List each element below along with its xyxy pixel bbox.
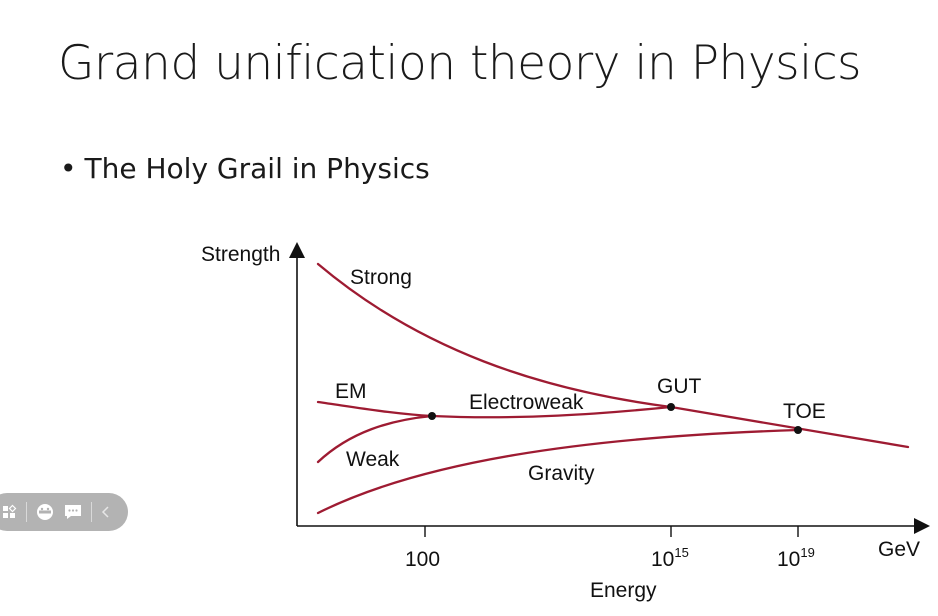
series-label-weak: Weak (346, 448, 400, 471)
presentation-toolbar (0, 493, 128, 531)
series-line-weak (316, 414, 434, 464)
bullet-item: • The Holy Grail in Physics (60, 152, 430, 185)
bullet-dot: • (60, 152, 77, 185)
point-label-gut: GUT (657, 375, 702, 398)
point-electroweak (428, 412, 436, 420)
series-label-em: EM (335, 380, 367, 403)
x-tick-label-1e15: 1015 (651, 545, 689, 571)
bullet-text: The Holy Grail in Physics (84, 152, 430, 185)
point-gut (667, 403, 675, 411)
series-line-strong (316, 262, 910, 449)
point-label-toe: TOE (783, 400, 826, 423)
series-line-gravity (316, 428, 800, 515)
emoji-icon[interactable] (35, 502, 55, 522)
x-tick-label-1e19: 1019 (777, 545, 815, 571)
point-toe (794, 426, 802, 434)
x-axis-unit: GeV (878, 538, 920, 561)
toolbar-divider (91, 502, 92, 522)
chevron-left-icon[interactable] (100, 505, 112, 519)
x-axis-label: Energy (590, 579, 657, 602)
x-tick-label-100: 100 (405, 548, 440, 571)
slide-title: Grand unification theory in Physics (58, 36, 862, 91)
comment-icon[interactable] (63, 503, 83, 521)
series-label-gravity: Gravity (528, 462, 595, 485)
slides-icon[interactable] (2, 504, 18, 520)
series-label-electroweak: Electroweak (469, 391, 584, 414)
series-label-strong: Strong (350, 266, 412, 289)
toolbar-divider (26, 502, 27, 522)
series-line-em (316, 400, 434, 418)
y-axis-label: Strength (201, 243, 280, 266)
series-line-electroweak (430, 405, 673, 419)
